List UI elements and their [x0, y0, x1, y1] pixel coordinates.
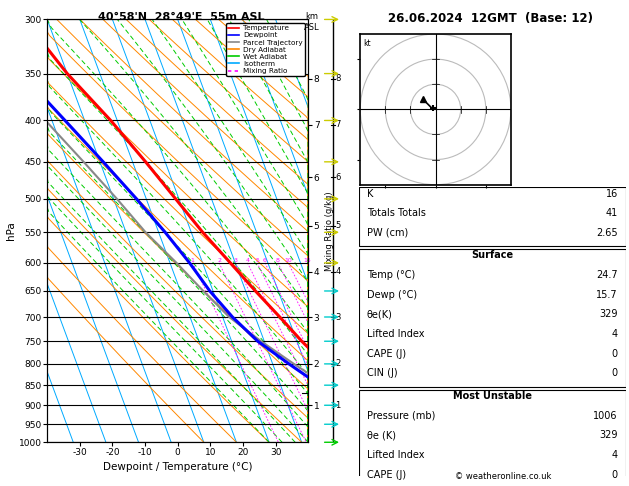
Text: 3: 3 — [335, 312, 341, 322]
Text: 41: 41 — [606, 208, 618, 218]
Text: km
ASL: km ASL — [304, 12, 319, 32]
Bar — [359, 390, 626, 486]
Text: 4: 4 — [245, 258, 250, 263]
Text: 26.06.2024  12GMT  (Base: 12): 26.06.2024 12GMT (Base: 12) — [388, 12, 593, 25]
Text: Lifted Index: Lifted Index — [367, 329, 424, 339]
Text: 329: 329 — [599, 430, 618, 440]
Text: 0: 0 — [612, 368, 618, 379]
Text: θe(K): θe(K) — [367, 310, 392, 319]
Text: PW (cm): PW (cm) — [367, 228, 408, 238]
Text: 2: 2 — [217, 258, 221, 263]
Text: CAPE (J): CAPE (J) — [367, 349, 406, 359]
Text: Most Unstable: Most Unstable — [453, 391, 532, 401]
Text: 6: 6 — [335, 173, 341, 182]
Text: 329: 329 — [599, 310, 618, 319]
Text: 2: 2 — [335, 359, 341, 368]
Text: 3: 3 — [233, 258, 237, 263]
Y-axis label: hPa: hPa — [6, 222, 16, 240]
Text: 2.65: 2.65 — [596, 228, 618, 238]
Text: 5: 5 — [255, 258, 259, 263]
Text: © weatheronline.co.uk: © weatheronline.co.uk — [455, 472, 552, 481]
Text: Temp (°C): Temp (°C) — [367, 270, 415, 280]
Text: 8: 8 — [276, 258, 280, 263]
Text: 40°58'N  28°49'E  55m ASL: 40°58'N 28°49'E 55m ASL — [97, 12, 264, 22]
Text: 6: 6 — [263, 258, 267, 263]
Text: 1: 1 — [335, 401, 341, 410]
Text: K: K — [367, 189, 373, 199]
Text: Mixing Ratio (g/kg): Mixing Ratio (g/kg) — [325, 191, 333, 271]
Text: 0: 0 — [612, 469, 618, 480]
Text: 16: 16 — [606, 189, 618, 199]
Text: CAPE (J): CAPE (J) — [367, 469, 406, 480]
Text: 4: 4 — [612, 450, 618, 460]
Text: 10: 10 — [284, 258, 292, 263]
Text: 15.7: 15.7 — [596, 290, 618, 300]
X-axis label: Dewpoint / Temperature (°C): Dewpoint / Temperature (°C) — [103, 462, 252, 472]
Text: Pressure (mb): Pressure (mb) — [367, 411, 435, 421]
Legend: Temperature, Dewpoint, Parcel Trajectory, Dry Adiabat, Wet Adiabat, Isotherm, Mi: Temperature, Dewpoint, Parcel Trajectory… — [226, 23, 304, 76]
Text: 8: 8 — [335, 74, 341, 83]
Text: Dewp (°C): Dewp (°C) — [367, 290, 416, 300]
Text: Totals Totals: Totals Totals — [367, 208, 425, 218]
Text: Lifted Index: Lifted Index — [367, 450, 424, 460]
Text: 1006: 1006 — [593, 411, 618, 421]
Text: 1: 1 — [191, 258, 194, 263]
Text: 15: 15 — [304, 258, 311, 263]
Text: kt: kt — [363, 39, 370, 48]
Text: 4: 4 — [612, 329, 618, 339]
Text: θe (K): θe (K) — [367, 430, 396, 440]
Text: 0: 0 — [612, 349, 618, 359]
Text: 5: 5 — [335, 221, 341, 230]
Text: CIN (J): CIN (J) — [367, 368, 397, 379]
Text: 24.7: 24.7 — [596, 270, 618, 280]
Text: 7: 7 — [335, 121, 341, 129]
Text: 4: 4 — [335, 267, 341, 276]
Bar — [359, 187, 626, 246]
Bar — [359, 249, 626, 387]
Text: Surface: Surface — [471, 250, 513, 260]
